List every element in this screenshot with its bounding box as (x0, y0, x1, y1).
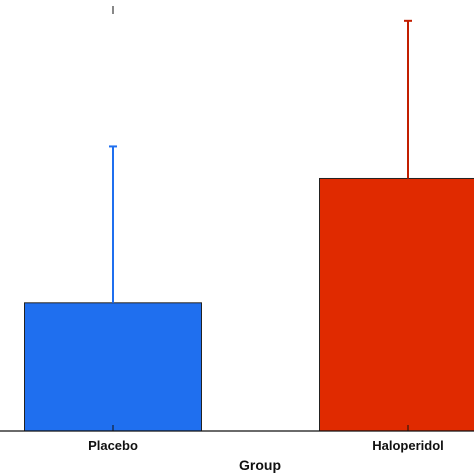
x-ticks-group: Placebo Haloperidol (88, 425, 444, 453)
x-axis-label: Group (239, 457, 281, 473)
bar-placebo (24, 302, 202, 432)
x-tick-label-haloperidol: Haloperidol (372, 438, 444, 453)
error-bars-group (109, 19, 412, 303)
axes-group (0, 6, 474, 432)
x-tick-label-placebo: Placebo (88, 438, 138, 453)
bars-group (24, 177, 474, 432)
bar-haloperidol (319, 177, 474, 432)
